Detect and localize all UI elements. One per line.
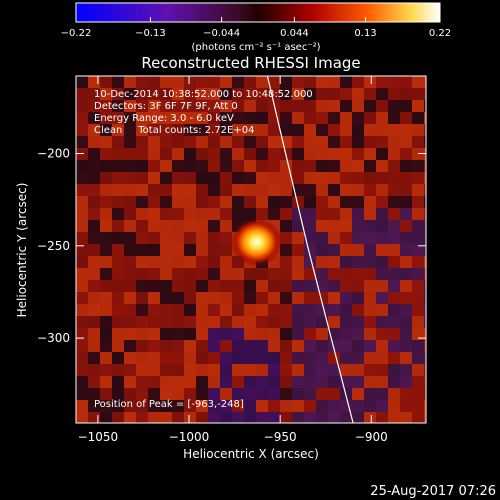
y-axis-label: Heliocentric Y (arcsec) bbox=[15, 183, 29, 318]
annotation-line: Clean Total counts: 2.72E+04 bbox=[94, 125, 254, 136]
chart-title: Reconstructed RHESSI Image bbox=[141, 54, 360, 72]
x-tick-label: −900 bbox=[355, 430, 388, 444]
colorbar-tick-label: 0.044 bbox=[280, 28, 309, 39]
annotation-line: Energy Range: 3.0 - 6.0 keV bbox=[94, 113, 234, 124]
y-tick-label: −200 bbox=[37, 147, 70, 161]
colorbar bbox=[75, 2, 441, 23]
annotation-block: 10-Dec-2014 10:38:52.000 to 10:48:52.000… bbox=[94, 89, 313, 136]
colorbar-ticks: −0.22 −0.13 −0.044 0.044 0.13 0.22 bbox=[61, 17, 451, 39]
x-axis-label: Heliocentric X (arcsec) bbox=[183, 447, 319, 461]
y-tick-label: −300 bbox=[37, 331, 70, 345]
x-tick-label: −1050 bbox=[78, 430, 119, 444]
colorbar-tick-label: −0.13 bbox=[135, 28, 166, 39]
y-tick-label: −250 bbox=[37, 239, 70, 253]
y-axis-ticks: −200 −250 −300 bbox=[37, 147, 426, 345]
x-tick-label: −950 bbox=[264, 430, 297, 444]
colorbar-units-label: (photons cm⁻² s⁻¹ asec⁻²) bbox=[191, 42, 320, 53]
x-tick-label: −1000 bbox=[169, 430, 210, 444]
colorbar-tick-label: −0.22 bbox=[61, 28, 92, 39]
annotation-line: 10-Dec-2014 10:38:52.000 to 10:48:52.000 bbox=[94, 89, 313, 100]
colorbar-tick-label: −0.044 bbox=[203, 28, 240, 39]
heatmap-image bbox=[76, 76, 426, 423]
footer-date: 25-Aug-2017 07:26 bbox=[370, 484, 496, 499]
peak-source bbox=[230, 218, 283, 267]
plot-frame bbox=[75, 75, 427, 424]
x-axis-ticks: −1050 −1000 −950 −900 bbox=[78, 76, 388, 444]
annotation-line: Detectors: 3F 6F 7F 9F, Att 0 bbox=[94, 101, 238, 112]
colorbar-tick-label: 0.13 bbox=[354, 28, 376, 39]
colorbar-tick-label: 0.22 bbox=[429, 28, 451, 39]
peak-position-label: Position of Peak = [-963,-248] bbox=[94, 399, 244, 410]
solar-limb-line bbox=[266, 76, 354, 423]
